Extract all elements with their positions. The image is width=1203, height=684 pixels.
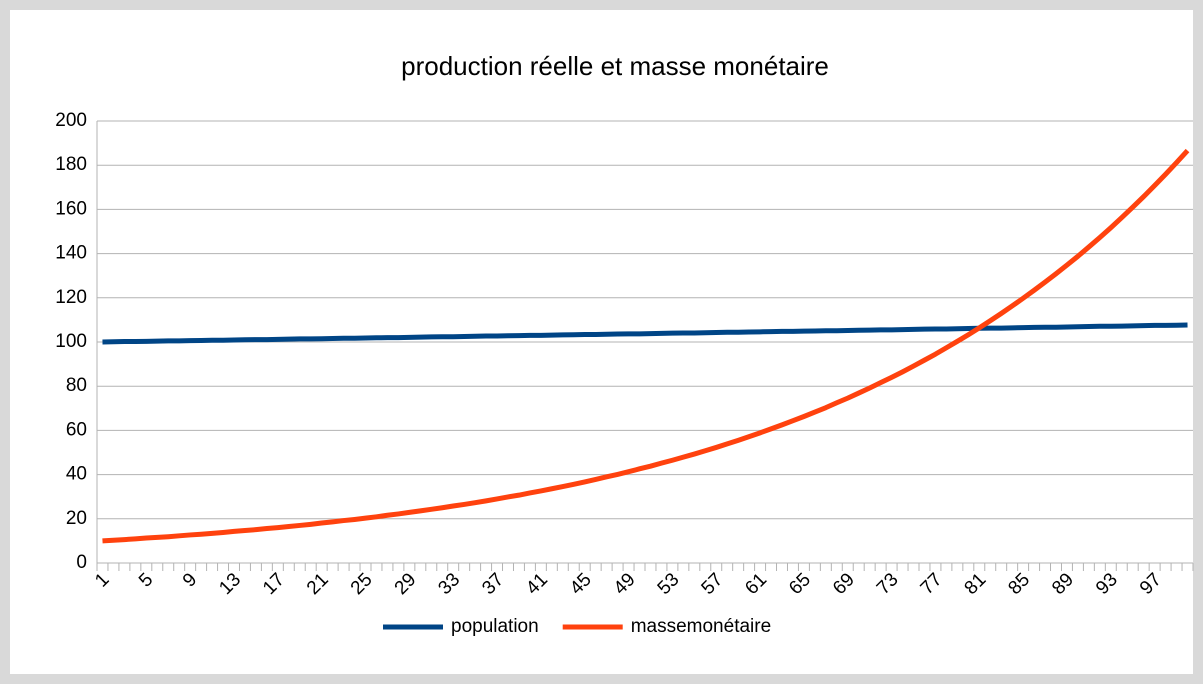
legend-label: population — [451, 616, 539, 637]
legend-label: massemonétaire — [631, 616, 771, 637]
series-line — [102, 322, 1188, 345]
y-tick-label: 60 — [66, 419, 87, 440]
y-tick-label: 80 — [66, 375, 87, 396]
y-tick-label: 20 — [66, 508, 87, 529]
y-tick-label: 180 — [55, 154, 87, 175]
chart-title: production réelle et masse monétaire — [401, 51, 829, 81]
y-tick-label: 200 — [55, 110, 87, 131]
y-tick-label: 40 — [66, 464, 87, 485]
y-tick-label: 120 — [55, 287, 87, 308]
y-tick-label: 160 — [55, 198, 87, 219]
series-line — [102, 148, 1190, 544]
y-tick-label: 100 — [55, 331, 87, 352]
y-tick-label: 140 — [55, 243, 87, 264]
y-tick-label: 0 — [76, 552, 87, 573]
